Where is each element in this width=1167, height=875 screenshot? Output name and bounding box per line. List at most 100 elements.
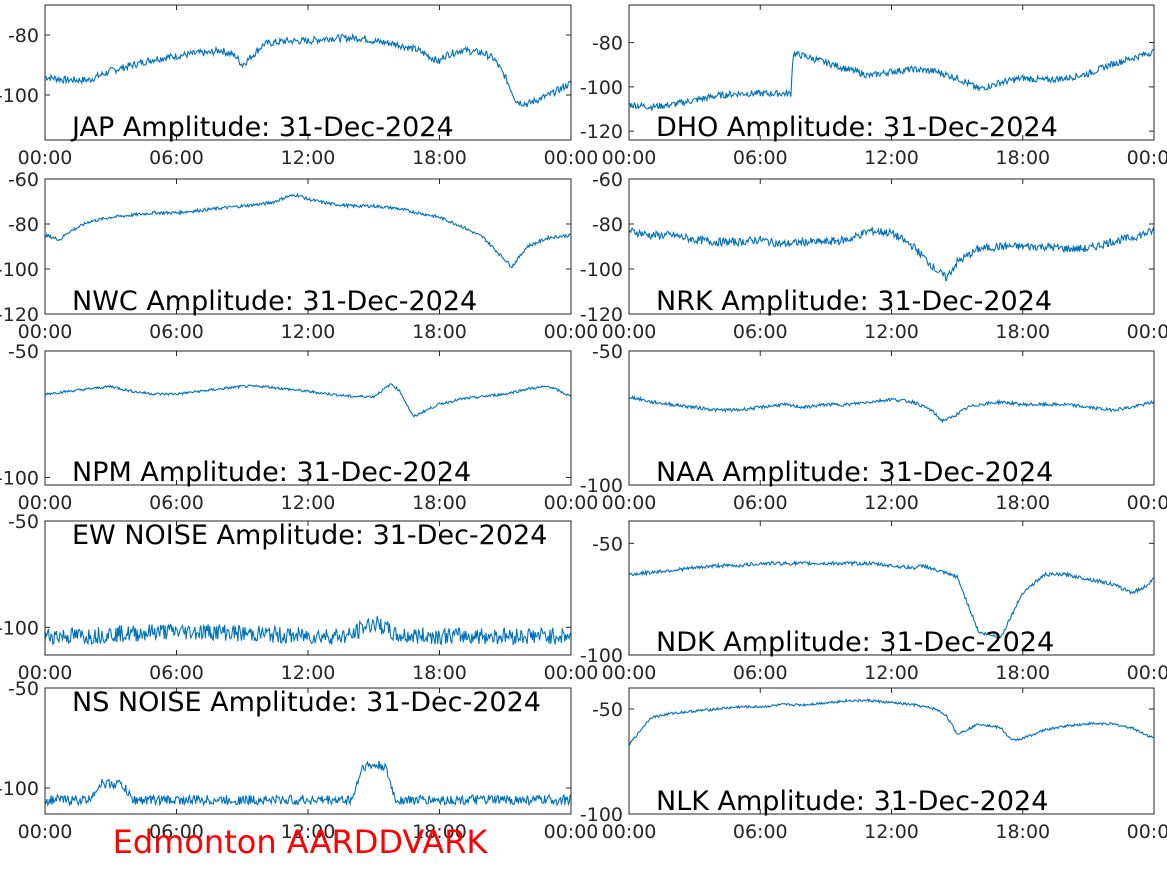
x-tick-label: 06:00 bbox=[733, 662, 788, 684]
x-tick-label: 18:00 bbox=[412, 492, 467, 514]
y-tick-label: -120 bbox=[580, 304, 623, 326]
x-tick-label: 06:00 bbox=[733, 821, 788, 843]
panel-6: 00:00 06:00 12:00 18:00 00:00 -50 -100 NAA Ampl… bbox=[580, 341, 1167, 514]
x-tick-label: 00:00 bbox=[544, 321, 599, 343]
x-tick-label: 18:00 bbox=[412, 662, 467, 684]
x-tick-label: 00:00 bbox=[1127, 321, 1167, 343]
y-tick-label: -50 bbox=[8, 511, 39, 533]
series-line-4-1 bbox=[629, 226, 1154, 282]
x-tick-label: 06:00 bbox=[149, 147, 204, 169]
series-line-3-1 bbox=[45, 192, 571, 269]
x-tick-label: 06:00 bbox=[149, 321, 204, 343]
x-tick-label: 00:00 bbox=[544, 147, 599, 169]
y-tick-label: -80 bbox=[8, 214, 39, 236]
x-tick-label: 06:00 bbox=[149, 821, 204, 843]
series-line-8-1 bbox=[629, 560, 1154, 640]
panel-4: 00:00 06:00 12:00 18:00 00:00 -60 -80 -100 -120 N… bbox=[580, 169, 1167, 343]
x-tick-label: 00:00 bbox=[602, 147, 657, 169]
x-tick-label: 00:00 bbox=[1127, 147, 1167, 169]
panel-title: NDK Amplitude: 31-Dec-2024 bbox=[656, 627, 1054, 658]
x-tick-label: 18:00 bbox=[995, 147, 1050, 169]
x-tick-label: 12:00 bbox=[864, 147, 919, 169]
x-tick-label: 18:00 bbox=[995, 321, 1050, 343]
x-tick-label: 00:00 bbox=[544, 492, 599, 514]
panel-9: 00:00 06:00 12:00 18:00 00:00 -50 -100 NS NOISE… bbox=[0, 678, 598, 843]
x-tick-label: 00:00 bbox=[602, 321, 657, 343]
y-tick-label: -100 bbox=[580, 804, 623, 826]
y-tick-label: -100 bbox=[0, 259, 39, 281]
x-tick-label: 06:00 bbox=[149, 662, 204, 684]
series-line-9-1 bbox=[45, 760, 571, 807]
series-line-7-1 bbox=[45, 616, 571, 646]
y-tick-label: -50 bbox=[8, 678, 39, 700]
panel-title: NRK Amplitude: 31-Dec-2024 bbox=[656, 286, 1052, 317]
panel-title: NAA Amplitude: 31-Dec-2024 bbox=[656, 457, 1053, 488]
panel-title: NPM Amplitude: 31-Dec-2024 bbox=[72, 457, 471, 488]
y-tick-label: -50 bbox=[592, 533, 623, 555]
y-tick-label: -100 bbox=[0, 778, 39, 800]
series-line-1-1 bbox=[45, 32, 571, 108]
x-tick-label: 18:00 bbox=[412, 147, 467, 169]
panel-title: DHO Amplitude: 31-Dec-2024 bbox=[656, 112, 1058, 143]
y-tick-label: -120 bbox=[580, 121, 623, 143]
x-tick-label: 18:00 bbox=[995, 492, 1050, 514]
x-tick-label: 12:00 bbox=[281, 492, 336, 514]
y-tick-label: -100 bbox=[580, 259, 623, 281]
x-tick-label: 00:00 bbox=[18, 147, 73, 169]
y-tick-label: -60 bbox=[8, 169, 39, 191]
x-tick-label: 12:00 bbox=[281, 821, 336, 843]
x-tick-label: 00:00 bbox=[18, 821, 73, 843]
panel-2: 00:00 06:00 12:00 18:00 00:00 -80 -100 -120 DHO … bbox=[580, 4, 1167, 169]
x-tick-label: 00:00 bbox=[544, 662, 599, 684]
y-tick-label: -50 bbox=[8, 341, 39, 363]
x-tick-label: 00:00 bbox=[18, 321, 73, 343]
y-tick-label: -50 bbox=[592, 341, 623, 363]
series-line-2-1 bbox=[629, 48, 1154, 112]
station-footer: Edmonton AARDDVARK bbox=[113, 823, 489, 861]
x-tick-label: 00:00 bbox=[1127, 662, 1167, 684]
panel-title: NWC Amplitude: 31-Dec-2024 bbox=[72, 286, 477, 317]
y-tick-label: -80 bbox=[592, 214, 623, 236]
y-tick-label: -100 bbox=[580, 475, 623, 497]
y-tick-label: -80 bbox=[8, 25, 39, 47]
y-tick-label: -100 bbox=[580, 645, 623, 667]
x-tick-label: 12:00 bbox=[864, 492, 919, 514]
x-tick-label: 00:00 bbox=[602, 662, 657, 684]
x-tick-label: 00:00 bbox=[602, 492, 657, 514]
y-tick-label: -100 bbox=[0, 467, 39, 489]
y-tick-label: -60 bbox=[592, 169, 623, 191]
x-tick-label: 18:00 bbox=[995, 821, 1050, 843]
series-line-5-1 bbox=[45, 383, 571, 418]
panel-title: JAP Amplitude: 31-Dec-2024 bbox=[70, 112, 454, 143]
panel-title: NS NOISE Amplitude: 31-Dec-2024 bbox=[72, 687, 541, 718]
x-tick-label: 00:00 bbox=[18, 662, 73, 684]
y-tick-label: -120 bbox=[0, 304, 39, 326]
x-tick-label: 00:00 bbox=[602, 821, 657, 843]
x-tick-label: 00:00 bbox=[18, 492, 73, 514]
x-tick-label: 12:00 bbox=[281, 147, 336, 169]
panel-8: 00:00 06:00 12:00 18:00 00:00 -50 -100 NDK Ampl… bbox=[580, 520, 1167, 684]
x-tick-label: 18:00 bbox=[412, 821, 467, 843]
panel-5: 00:00 06:00 12:00 18:00 00:00 -50 -100 NPM Ampl… bbox=[0, 341, 598, 514]
panel-7: 00:00 06:00 12:00 18:00 00:00 -50 -100 EW NOISE… bbox=[0, 511, 598, 684]
x-tick-label: 12:00 bbox=[864, 821, 919, 843]
x-tick-label: 00:00 bbox=[1127, 821, 1167, 843]
x-tick-label: 00:00 bbox=[544, 821, 599, 843]
x-tick-label: 18:00 bbox=[412, 321, 467, 343]
x-tick-label: 06:00 bbox=[733, 321, 788, 343]
x-tick-label: 12:00 bbox=[864, 662, 919, 684]
y-tick-label: -100 bbox=[0, 85, 39, 107]
y-tick-label: -50 bbox=[592, 699, 623, 721]
y-tick-label: -100 bbox=[580, 77, 623, 99]
series-line-6-1 bbox=[629, 395, 1154, 424]
panel-1: 00:00 06:00 12:00 18:00 00:00 -80 -100 JAP Ampl… bbox=[0, 4, 599, 169]
x-tick-label: 12:00 bbox=[864, 321, 919, 343]
panel-title: NLK Amplitude: 31-Dec-2024 bbox=[656, 786, 1048, 817]
x-tick-label: 00:00 bbox=[1127, 492, 1167, 514]
y-tick-label: -80 bbox=[592, 33, 623, 55]
panel-title: EW NOISE Amplitude: 31-Dec-2024 bbox=[72, 520, 547, 551]
panel-10: 00:00 06:00 12:00 18:00 00:00 -50 -100 NLK Ampl… bbox=[580, 687, 1167, 843]
x-tick-label: 06:00 bbox=[733, 492, 788, 514]
x-tick-label: 12:00 bbox=[281, 662, 336, 684]
